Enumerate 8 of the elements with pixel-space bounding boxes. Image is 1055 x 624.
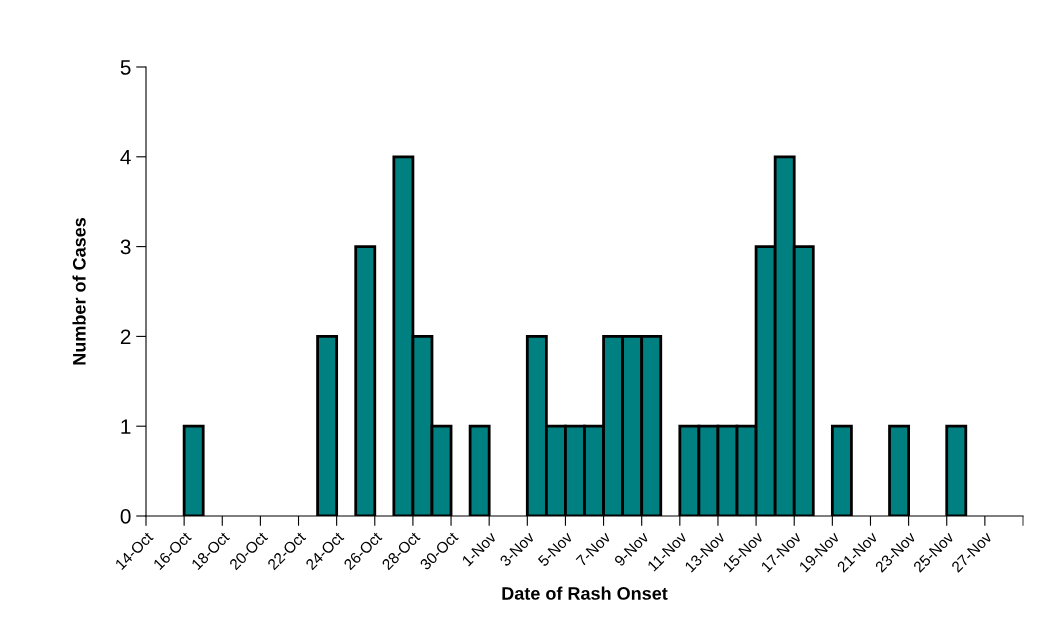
x-axis-title: Date of Rash Onset <box>502 586 668 600</box>
y-tick-label: 0 <box>120 509 131 524</box>
y-axis-title: Number of Cases <box>72 217 86 365</box>
y-tick-label: 1 <box>121 419 131 434</box>
y-tick-label: 2 <box>120 329 131 344</box>
y-tick-label: 3 <box>120 239 131 255</box>
y-tick-label: 5 <box>120 60 131 75</box>
y-tick-label: 4 <box>120 150 131 165</box>
